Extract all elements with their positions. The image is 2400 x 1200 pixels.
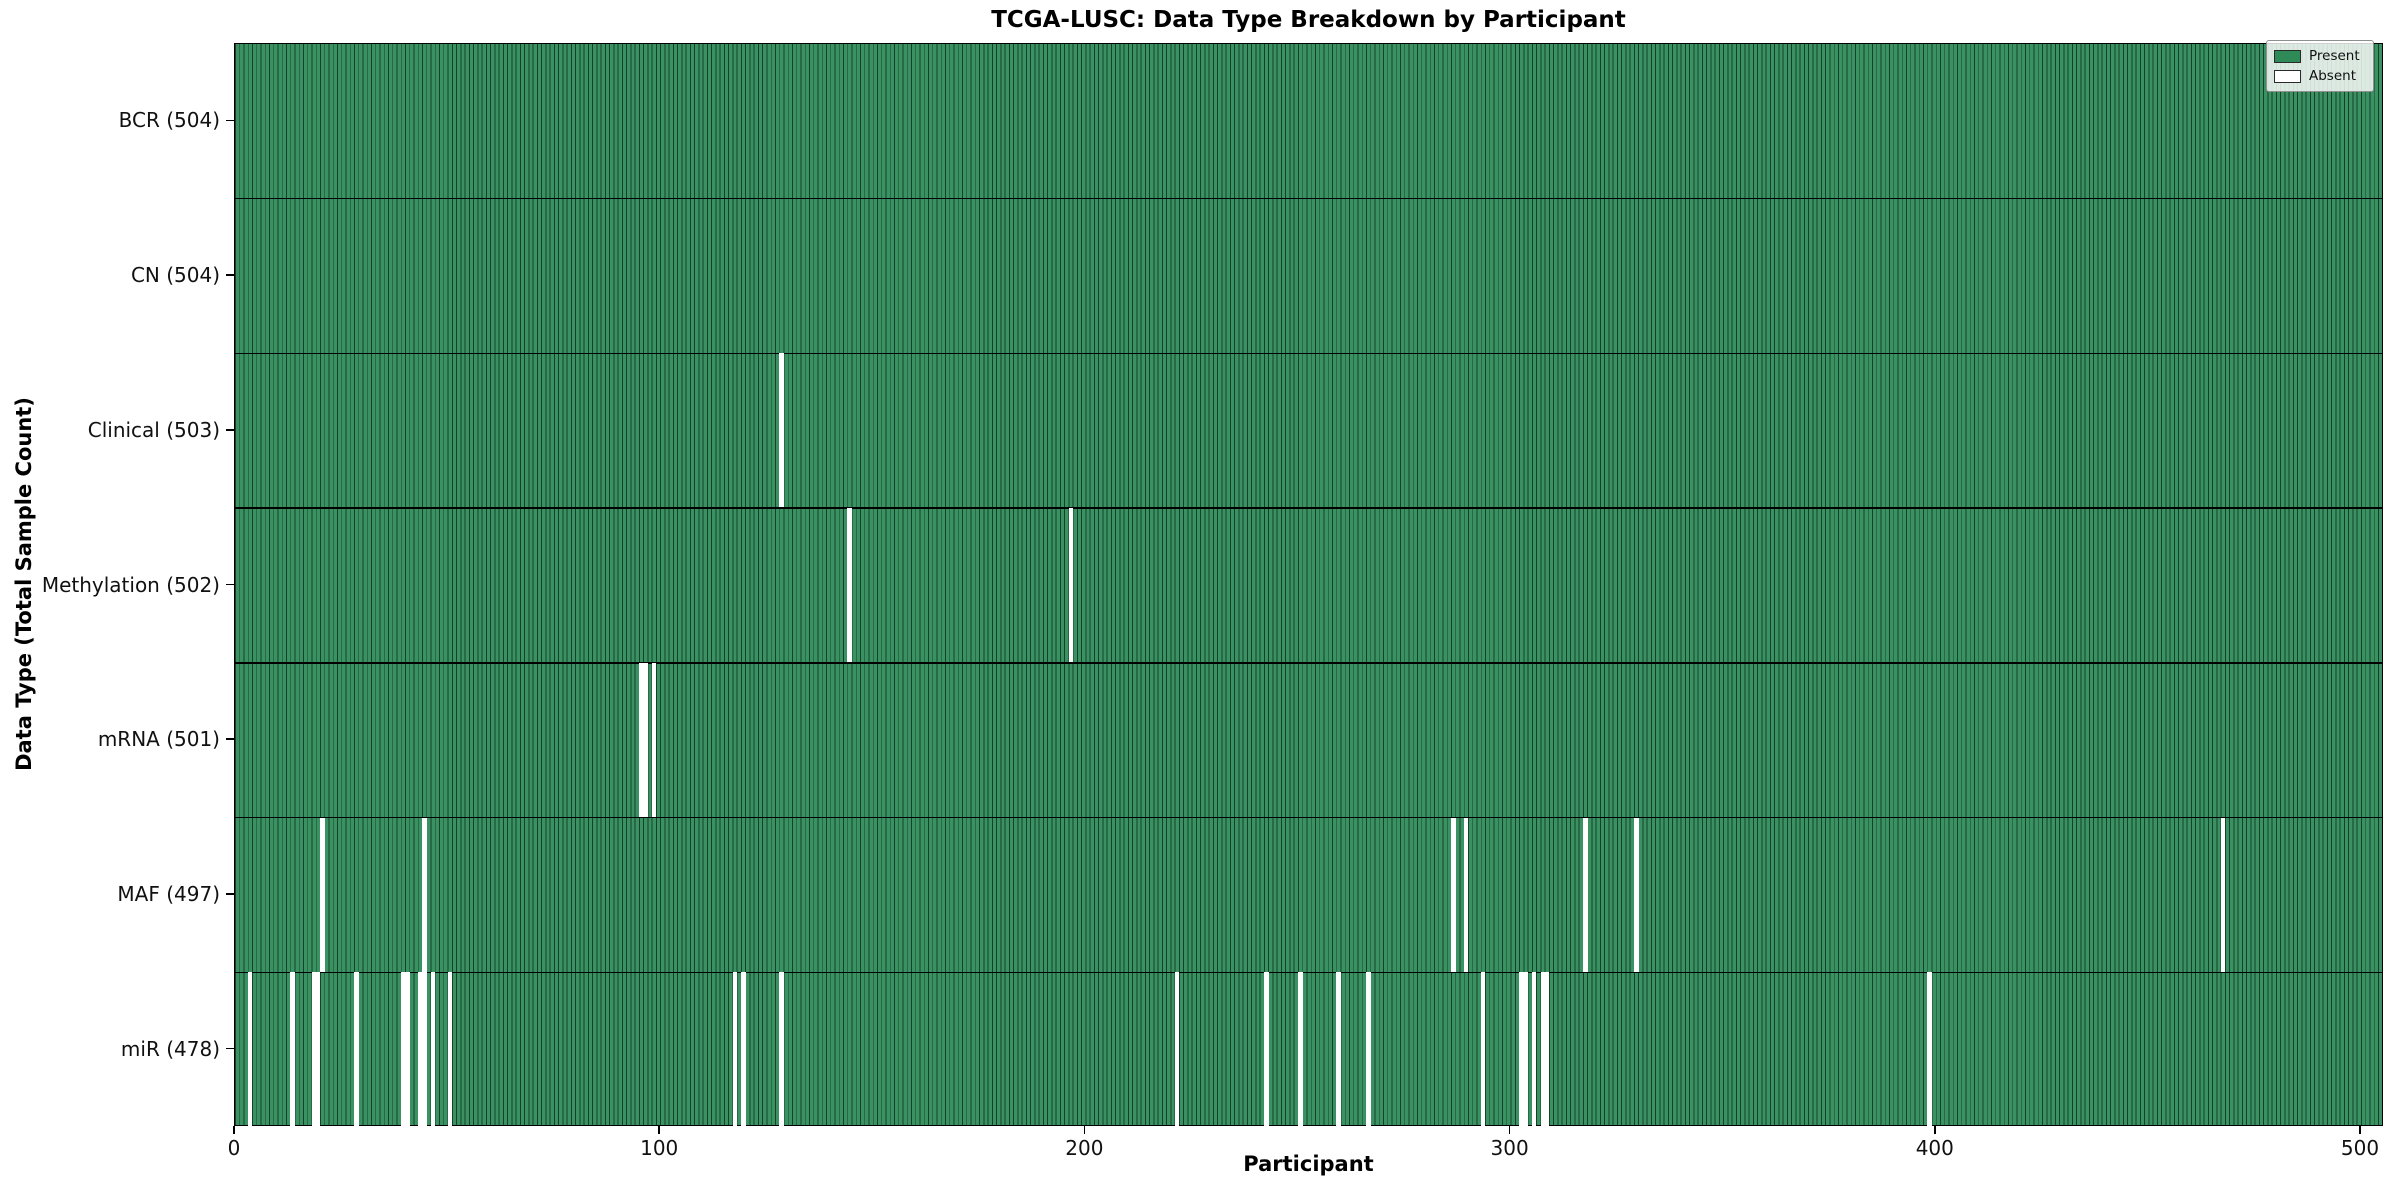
absent-mark [1544,972,1550,1127]
absent-mark [290,972,295,1127]
absent-mark [2220,817,2226,973]
absent-mark [320,817,325,973]
legend-entry-absent: Absent [2274,66,2365,86]
y-tick-label-cn: CN (504) [130,263,220,288]
absent-mark [1298,972,1303,1127]
absent-mark [1264,972,1269,1127]
x-tick-mark [233,1126,235,1134]
absent-mark [422,972,427,1127]
x-tick-label-500: 500 [2340,1136,2380,1160]
absent-mark [651,662,657,818]
x-tick-mark [2359,1126,2361,1134]
datatype-row-clinical [235,353,2382,509]
absent-mark [247,972,253,1127]
absent-mark [430,972,436,1127]
legend-label-absent: Absent [2309,68,2356,84]
x-tick-mark [1083,1126,1086,1134]
absent-mark [418,972,423,1127]
y-tick-label-methylation: Methylation (502) [41,572,220,597]
datatype-row-bcr [235,44,2382,199]
absent-mark [311,972,317,1127]
absent-mark [847,508,852,663]
absent-mark [315,972,321,1127]
y-tick-mark [226,274,234,276]
x-tick-label-400: 400 [1915,1136,1954,1160]
absent-mark [1366,972,1371,1127]
y-tick-mark [226,893,234,895]
absent-mark [1451,817,1456,973]
plot-area [234,43,2383,1127]
absent-mark [732,972,738,1127]
absent-mark [779,353,784,509]
absent-mark [1519,972,1524,1127]
x-tick-mark [658,1126,660,1134]
absent-mark [639,662,644,818]
absent-mark [1927,972,1932,1127]
y-tick-label-bcr: BCR (504) [118,108,220,133]
absent-mark [447,972,453,1127]
datatype-row-cn [235,199,2382,354]
absent-mark [1540,972,1545,1127]
absent-mark [1481,972,1486,1127]
absent-mark [401,972,406,1127]
legend-entry-present: Present [2274,46,2365,66]
absent-mark [1523,972,1528,1127]
x-tick-label-100: 100 [640,1136,679,1160]
datatype-row-maf [235,817,2382,973]
row-separator [235,816,2382,819]
row-separator [235,971,2382,973]
absent-mark [1583,817,1588,973]
row-separator [235,662,2382,664]
absent-mark [422,817,427,973]
absent-mark [779,972,784,1127]
x-tick-label-300: 300 [1490,1136,1529,1160]
y-tick-label-maf: MAF (497) [117,881,220,906]
x-tick-label-0: 0 [227,1136,241,1160]
datatype-row-mrna [235,662,2382,818]
absent-mark [1174,972,1180,1127]
y-tick-label-clinical: Clinical (503) [87,417,220,442]
chart-title: TCGA-LUSC: Data Type Breakdown by Partic… [991,7,1626,33]
legend-label-present: Present [2309,48,2360,64]
y-tick-mark [226,583,234,586]
y-tick-mark [226,119,234,122]
absent-mark [643,662,648,818]
absent-mark [1068,508,1074,663]
row-separator [235,198,2382,200]
y-tick-label-mir: miR (478) [120,1036,220,1061]
absent-swatch-icon [2274,69,2301,83]
x-tick-mark [1934,1126,1936,1134]
y-tick-mark [226,738,234,740]
datatype-row-mir [235,972,2382,1127]
x-axis-label: Participant [1243,1152,1374,1176]
y-tick-mark [226,1047,234,1050]
absent-mark [1336,972,1341,1127]
legend: Present Absent [2266,40,2374,92]
absent-mark [1532,972,1537,1127]
absent-mark [354,972,359,1127]
x-tick-label-200: 200 [1065,1136,1104,1160]
y-tick-mark [226,428,234,431]
absent-mark [405,972,410,1127]
row-separator [235,507,2382,509]
absent-mark [1634,817,1639,973]
row-separator [235,352,2382,355]
absent-mark [1464,817,1469,973]
present-swatch-icon [2274,49,2301,63]
y-tick-label-mrna: mRNA (501) [97,727,220,752]
datatype-row-methylation [235,508,2382,663]
x-tick-mark [1508,1126,1511,1134]
absent-mark [741,972,746,1127]
